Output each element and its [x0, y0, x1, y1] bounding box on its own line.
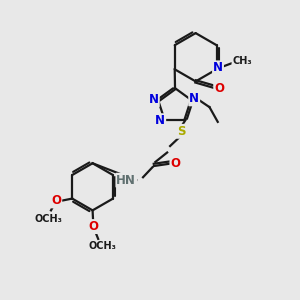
Text: O: O	[51, 194, 61, 207]
Text: HN: HN	[116, 174, 136, 187]
Text: OCH₃: OCH₃	[89, 241, 117, 251]
Text: CH₃: CH₃	[232, 56, 252, 66]
Text: OCH₃: OCH₃	[35, 214, 63, 224]
Text: N: N	[149, 93, 159, 106]
Text: O: O	[214, 82, 224, 95]
Text: O: O	[89, 220, 99, 233]
Text: S: S	[177, 125, 185, 138]
Text: N: N	[189, 92, 199, 105]
Text: N: N	[213, 61, 223, 74]
Text: O: O	[170, 157, 180, 169]
Text: N: N	[155, 114, 165, 127]
